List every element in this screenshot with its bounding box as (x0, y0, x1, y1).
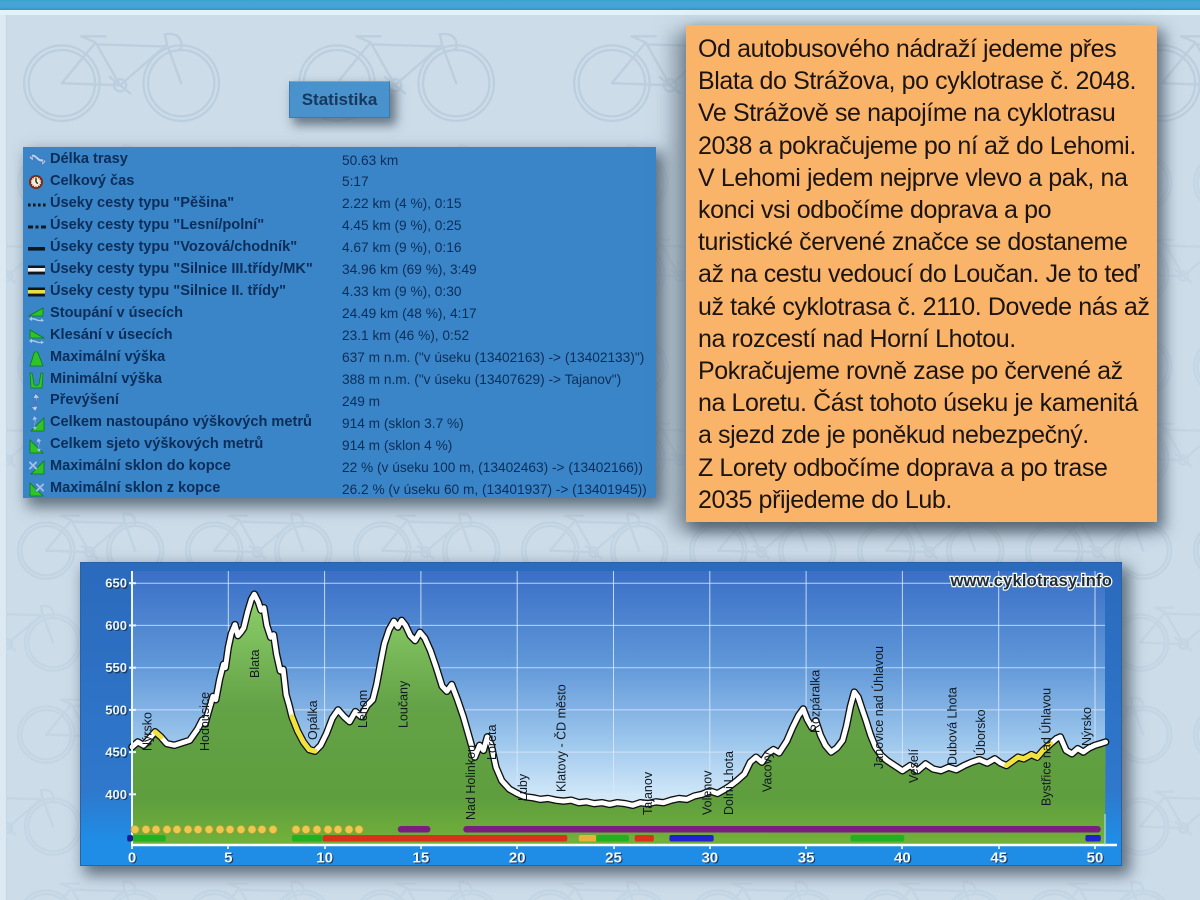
svg-text:Vacovy: Vacovy (760, 751, 774, 792)
svg-text:45: 45 (990, 850, 1007, 867)
svg-text:25: 25 (605, 850, 622, 867)
svg-text:35: 35 (799, 851, 816, 866)
svg-text:Nad Holinkou: Nad Holinkou (464, 745, 478, 820)
svg-text:5: 5 (225, 851, 233, 866)
svg-text:www.cyklotrasy.info: www.cyklotrasy.info (949, 572, 1112, 590)
svg-text:40: 40 (894, 850, 911, 867)
svg-text:Rozpáralka: Rozpáralka (809, 670, 823, 733)
svg-text:Dubová Lhota: Dubová Lhota (945, 687, 959, 765)
svg-text:Tajanov: Tajanov (641, 771, 655, 815)
svg-text:Dolní Lhota: Dolní Lhota (722, 751, 736, 815)
svg-text:Nýrsko: Nýrsko (140, 712, 154, 751)
svg-text:30: 30 (701, 850, 718, 867)
svg-text:0: 0 (129, 851, 137, 866)
svg-text:Nýrsko: Nýrsko (1080, 707, 1094, 746)
svg-text:Opálka: Opálka (306, 700, 320, 740)
svg-text:600: 600 (106, 619, 128, 634)
svg-text:650: 650 (105, 576, 127, 591)
svg-text:35: 35 (798, 850, 815, 867)
svg-text:45: 45 (992, 851, 1009, 866)
svg-text:450: 450 (105, 745, 127, 760)
svg-text:Janovice nad Úhlavou: Janovice nad Úhlavou (871, 646, 886, 769)
svg-text:500: 500 (105, 702, 127, 717)
svg-text:Bystřice nad Úhlavou: Bystřice nad Úhlavou (1039, 688, 1054, 806)
svg-text:Luby: Luby (516, 773, 530, 801)
svg-text:Veselí: Veselí (907, 748, 921, 783)
svg-text:Blata: Blata (248, 649, 262, 678)
svg-text:550: 550 (106, 661, 128, 676)
svg-text:20: 20 (510, 851, 527, 866)
svg-text:Loučany: Loučany (396, 680, 410, 728)
svg-text:600: 600 (105, 618, 127, 633)
svg-text:650: 650 (106, 577, 128, 592)
svg-text:15: 15 (414, 851, 431, 866)
svg-text:Loreta: Loreta (485, 725, 499, 760)
svg-text:50: 50 (1088, 851, 1105, 866)
svg-text:10: 10 (317, 851, 334, 866)
svg-text:450: 450 (106, 746, 128, 761)
svg-text:Úborsko: Úborsko (973, 709, 988, 756)
svg-text:Lehom: Lehom (356, 690, 370, 728)
svg-text:30: 30 (703, 851, 720, 866)
svg-text:Volenov: Volenov (701, 770, 715, 815)
svg-text:Klatovy - ČD město: Klatovy - ČD město (553, 684, 568, 792)
svg-text:5: 5 (224, 850, 232, 867)
svg-text:50: 50 (1087, 850, 1104, 867)
svg-text:40: 40 (895, 851, 912, 866)
svg-text:15: 15 (413, 850, 430, 867)
svg-text:25: 25 (606, 851, 623, 866)
svg-text:20: 20 (509, 850, 526, 867)
svg-text:Hodousice: Hodousice (198, 692, 212, 751)
svg-text:10: 10 (316, 850, 333, 867)
svg-text:0: 0 (128, 850, 136, 867)
svg-text:550: 550 (105, 660, 127, 675)
svg-text:400: 400 (106, 788, 128, 803)
svg-text:400: 400 (105, 787, 127, 802)
svg-text:500: 500 (106, 704, 128, 719)
